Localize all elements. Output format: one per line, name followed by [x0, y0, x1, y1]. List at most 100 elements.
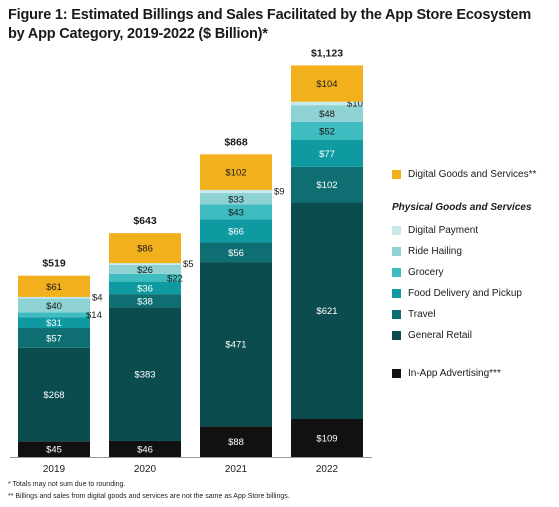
legend-label: Grocery [408, 267, 444, 278]
bar-segment [200, 189, 272, 194]
bar-segment [291, 101, 363, 106]
data-label: $14 [86, 310, 102, 321]
legend-swatch [392, 310, 401, 319]
bar-segment [109, 233, 181, 264]
bar-segment [291, 418, 363, 457]
legend-item: General Retail [392, 330, 472, 341]
legend-item: Digital Goods and Services** [392, 169, 536, 180]
bar-segment [200, 154, 272, 190]
legend-swatch [392, 226, 401, 235]
total-label: $643 [133, 215, 157, 227]
total-label: $519 [42, 258, 66, 270]
bar-segment [18, 296, 90, 299]
bar-segment [200, 193, 272, 205]
legend-item: Travel [392, 309, 435, 320]
bar-segment [18, 441, 90, 457]
data-label: $38 [137, 296, 153, 307]
legend-swatch [392, 268, 401, 277]
data-label: $471 [225, 340, 246, 351]
bar-segment [291, 140, 363, 167]
legend-subtitle: Physical Goods and Services [392, 202, 532, 213]
legend-swatch [392, 369, 401, 378]
bar-segment [109, 440, 181, 457]
legend-label: Digital Goods and Services** [408, 169, 537, 180]
bar-segment [291, 202, 363, 419]
data-label: $268 [43, 390, 64, 401]
x-tick-label: 2022 [316, 464, 339, 475]
bar-segment [200, 219, 272, 243]
data-label: $57 [46, 333, 62, 344]
chart-title: Figure 1: Estimated Billings and Sales F… [8, 7, 532, 42]
legend-swatch [392, 170, 401, 179]
data-label: $46 [137, 444, 153, 455]
data-label: $61 [46, 282, 62, 293]
legend-item: In-App Advertising*** [392, 368, 501, 379]
footnote-2: ** Billings and sales from digital goods… [8, 493, 290, 500]
bar-segment [291, 166, 363, 203]
legend-item: Digital Payment [392, 225, 478, 236]
bar-segment [18, 347, 90, 442]
bar-segment [18, 317, 90, 328]
data-label: $109 [316, 433, 337, 444]
legend-item: Ride Hailing [392, 246, 462, 257]
bar-segment [200, 242, 272, 263]
x-tick-label: 2021 [225, 464, 248, 475]
bar-segment [109, 294, 181, 308]
legend-item: Food Delivery and Pickup [392, 288, 522, 299]
data-label: $48 [319, 109, 335, 120]
data-label: $26 [137, 265, 153, 276]
bar-segment [18, 275, 90, 297]
data-label: $102 [316, 180, 337, 191]
bar-segment [291, 105, 363, 122]
data-label: $104 [316, 79, 337, 90]
bar-segment [109, 273, 181, 282]
data-label: $4 [92, 293, 103, 304]
bar-segment [109, 281, 181, 295]
legend-label: Ride Hailing [408, 246, 462, 257]
bar-segment [109, 263, 181, 265]
data-label: $66 [228, 227, 244, 238]
bar-segment [109, 307, 181, 441]
data-label: $22 [167, 273, 183, 284]
x-tick-label: 2019 [43, 464, 66, 475]
legend-label: Digital Payment [408, 225, 479, 236]
data-label: $40 [46, 301, 62, 312]
bar-segment [18, 312, 90, 318]
legend-swatch [392, 289, 401, 298]
legend-label: Travel [408, 309, 436, 320]
legend-label: In-App Advertising*** [408, 368, 501, 379]
data-label: $86 [137, 244, 153, 255]
data-label: $10 [347, 98, 363, 109]
footnote-1: * Totals may not sum due to rounding. [8, 481, 126, 488]
data-label: $56 [228, 248, 244, 259]
bar-segment [291, 121, 363, 141]
data-label: $43 [228, 208, 244, 219]
bar-segment [291, 65, 363, 102]
data-label: $31 [46, 318, 62, 329]
bar-segment [18, 298, 90, 313]
data-label: $33 [228, 194, 244, 205]
legend-swatch [392, 247, 401, 256]
bar-segment [200, 204, 272, 220]
total-label: $868 [224, 136, 248, 148]
data-label: $45 [46, 445, 62, 456]
bar-segment [109, 264, 181, 274]
data-label: $52 [319, 126, 335, 137]
legend-item: Grocery [392, 267, 444, 278]
x-tick-label: 2020 [134, 464, 157, 475]
legend-swatch [392, 331, 401, 340]
bar-segment [200, 426, 272, 457]
data-label: $77 [319, 149, 335, 160]
legend-label: General Retail [408, 330, 472, 341]
legend-label: Food Delivery and Pickup [408, 288, 522, 299]
data-label: $383 [134, 370, 155, 381]
data-label: $621 [316, 306, 337, 317]
data-label: $9 [274, 186, 285, 197]
data-label: $36 [137, 283, 153, 294]
data-label: $102 [225, 168, 246, 179]
bar-segment [18, 327, 90, 348]
bar-segment [200, 262, 272, 427]
total-label: $1,123 [311, 47, 343, 59]
data-label: $88 [228, 437, 244, 448]
